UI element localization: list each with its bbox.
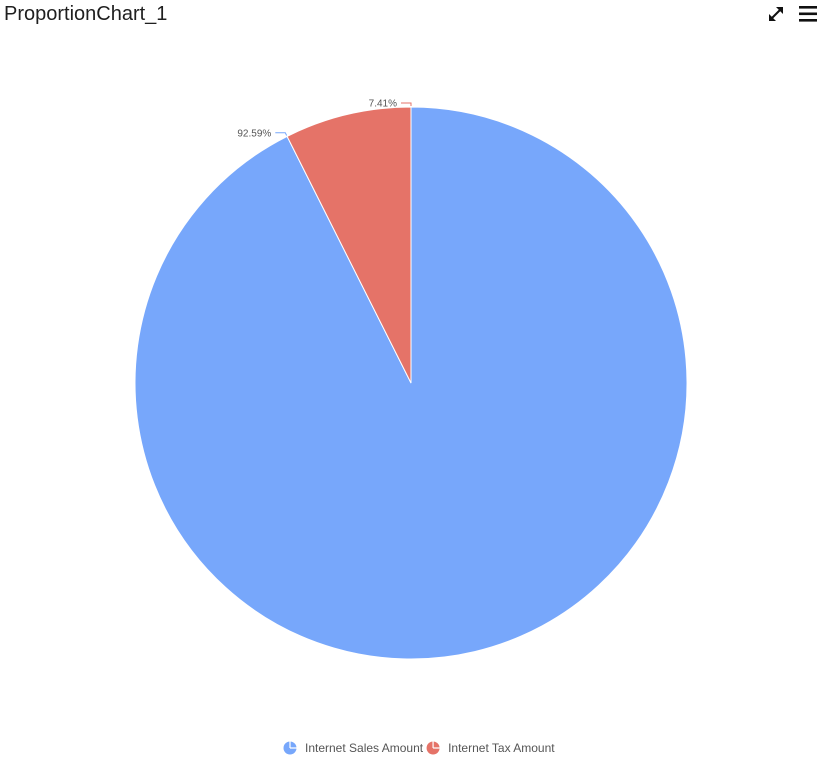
pie-slice-2[interactable] xyxy=(286,106,412,384)
legend-label: Internet Sales Amount xyxy=(305,741,424,755)
expand-icon[interactable] xyxy=(765,3,787,25)
legend-icon-notch xyxy=(289,741,297,749)
widget-header: ProportionChart_1 xyxy=(0,0,820,32)
data-label-2: 7.41% xyxy=(369,99,397,110)
menu-icon[interactable] xyxy=(797,3,819,25)
data-label-connector-1 xyxy=(275,132,288,136)
data-label-1: 92.59% xyxy=(237,128,271,139)
legend-item-1[interactable]: Internet Sales Amount xyxy=(283,741,424,755)
data-label-connector-2 xyxy=(401,102,412,106)
legend-item-2[interactable]: Internet Tax Amount xyxy=(426,741,556,755)
chart-title: ProportionChart_1 xyxy=(4,3,168,25)
legend-icon-notch xyxy=(432,741,440,749)
legend: Internet Sales Amount Internet Tax Amount xyxy=(283,741,556,755)
legend-label: Internet Tax Amount xyxy=(448,741,555,755)
